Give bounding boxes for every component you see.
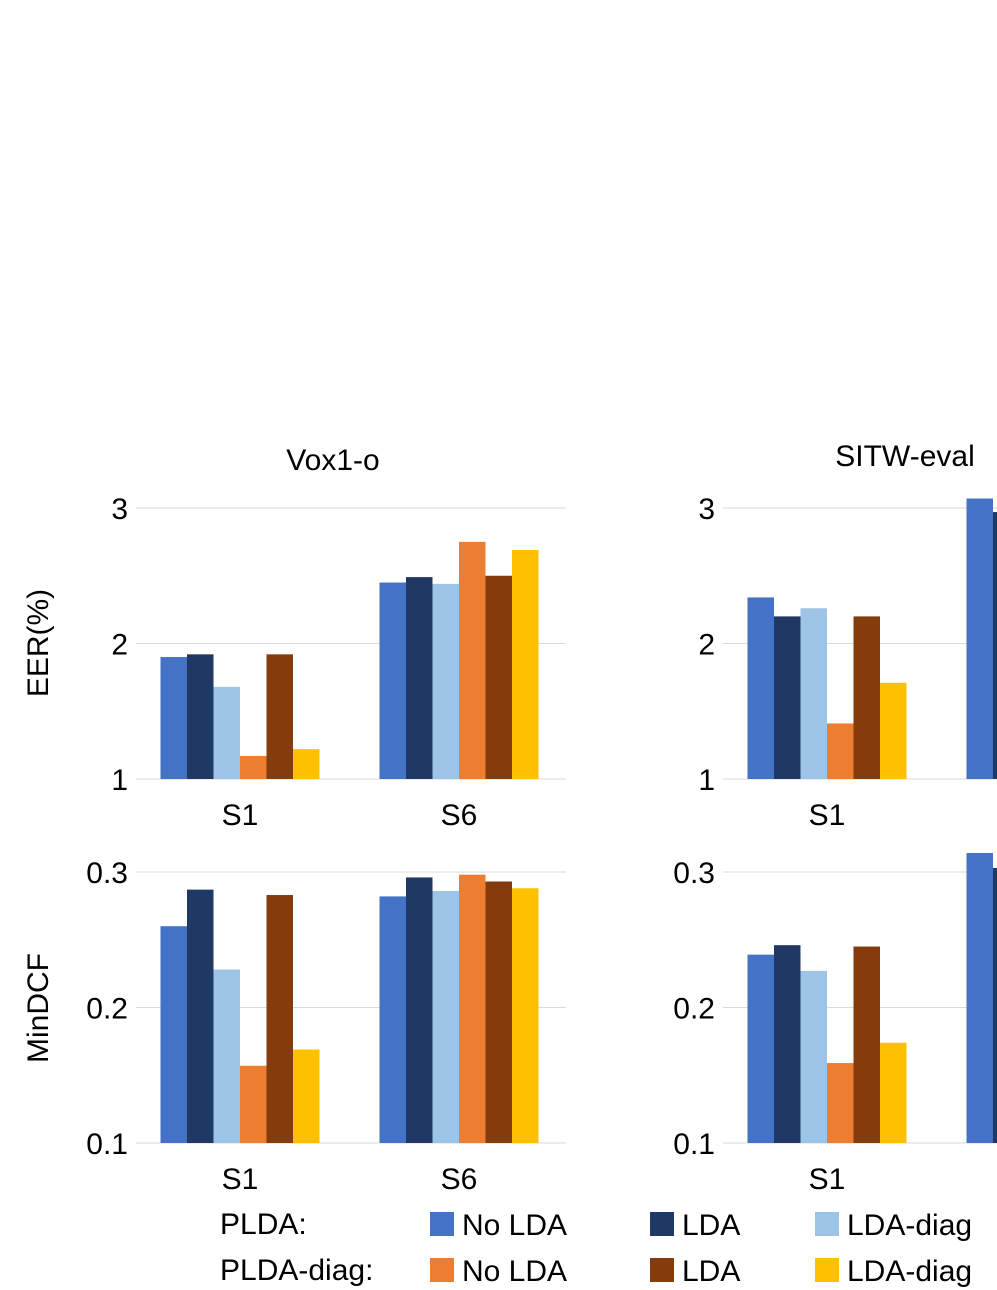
y-tick-label: 0.3 bbox=[86, 857, 128, 890]
y-tick-label: 1 bbox=[111, 764, 128, 797]
bar bbox=[293, 749, 320, 779]
x-category-label: S1 bbox=[222, 799, 259, 832]
legend-entry-label: LDA bbox=[682, 1209, 740, 1242]
bar bbox=[827, 723, 854, 779]
legend-swatch bbox=[430, 1258, 454, 1282]
bar bbox=[747, 954, 774, 1143]
bar bbox=[160, 657, 187, 779]
panel-title: SITW-eval bbox=[835, 440, 974, 473]
bar bbox=[406, 877, 433, 1143]
y-tick-label: 0.2 bbox=[86, 993, 128, 1026]
y-tick-label: 0.1 bbox=[86, 1128, 128, 1161]
y-tick-label: 3 bbox=[111, 493, 128, 526]
bar bbox=[187, 654, 214, 779]
bar bbox=[293, 1049, 320, 1143]
bar bbox=[880, 1042, 907, 1143]
panel-title: Vox1-o bbox=[286, 444, 379, 477]
bar bbox=[432, 890, 459, 1143]
bar bbox=[800, 608, 827, 779]
bar bbox=[266, 654, 293, 779]
legend-swatch bbox=[650, 1212, 674, 1236]
x-category-label: S1 bbox=[809, 1163, 846, 1196]
y-tick-label: 3 bbox=[698, 493, 715, 526]
x-category-label: S1 bbox=[222, 1163, 259, 1196]
x-category-label: S1 bbox=[809, 799, 846, 832]
legend-entry-label: No LDA bbox=[462, 1255, 567, 1288]
bar bbox=[432, 583, 459, 779]
bar bbox=[774, 616, 801, 779]
bar bbox=[966, 498, 993, 779]
x-category-label: S6 bbox=[441, 1163, 478, 1196]
bar bbox=[160, 926, 187, 1143]
y-tick-label: 0.1 bbox=[673, 1128, 715, 1161]
bar bbox=[485, 881, 512, 1143]
legend-swatch bbox=[815, 1258, 839, 1282]
legend-entry-label: LDA-diag bbox=[847, 1255, 972, 1288]
legend-entry-label: LDA bbox=[682, 1255, 740, 1288]
legend-row-label: PLDA: bbox=[220, 1208, 307, 1241]
bar bbox=[406, 577, 433, 779]
bar bbox=[853, 946, 880, 1143]
legend-entry-label: LDA-diag bbox=[847, 1209, 972, 1242]
bar bbox=[266, 895, 293, 1143]
y-tick-label: 0.2 bbox=[673, 993, 715, 1026]
bar bbox=[993, 867, 997, 1143]
y-tick-label: 1 bbox=[698, 764, 715, 797]
bar bbox=[827, 1063, 854, 1143]
bar bbox=[747, 597, 774, 779]
bar bbox=[485, 575, 512, 779]
bar bbox=[240, 755, 267, 779]
bar bbox=[880, 682, 907, 779]
bar bbox=[993, 512, 997, 779]
bar bbox=[213, 686, 240, 779]
bar bbox=[512, 550, 539, 779]
bar bbox=[800, 970, 827, 1143]
bar bbox=[187, 889, 214, 1143]
y-tick-label: 0.3 bbox=[673, 857, 715, 890]
legend-swatch bbox=[430, 1212, 454, 1236]
legend-swatch bbox=[815, 1212, 839, 1236]
bar bbox=[379, 582, 406, 779]
legend-row-label: PLDA-diag: bbox=[220, 1254, 373, 1287]
bar bbox=[459, 541, 486, 779]
y-tick-label: 2 bbox=[698, 629, 715, 662]
x-category-label: S6 bbox=[441, 799, 478, 832]
bar bbox=[966, 853, 993, 1143]
bar bbox=[853, 616, 880, 779]
bar bbox=[379, 896, 406, 1143]
y-axis-label: MinDCF bbox=[22, 953, 55, 1063]
y-tick-label: 2 bbox=[111, 629, 128, 662]
bar bbox=[512, 888, 539, 1143]
legend-entry-label: No LDA bbox=[462, 1209, 567, 1242]
bar bbox=[213, 969, 240, 1143]
y-axis-label: EER(%) bbox=[22, 589, 55, 697]
bar bbox=[774, 945, 801, 1143]
bar bbox=[459, 874, 486, 1143]
legend-swatch bbox=[650, 1258, 674, 1282]
bar bbox=[240, 1065, 267, 1143]
